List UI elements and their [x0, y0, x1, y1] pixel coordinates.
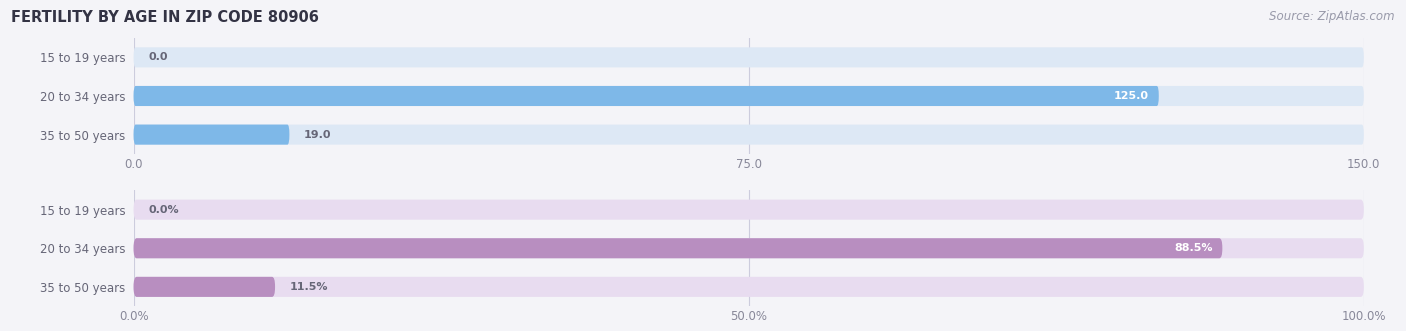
FancyBboxPatch shape	[134, 277, 276, 297]
FancyBboxPatch shape	[134, 47, 1364, 68]
Text: 19.0: 19.0	[304, 130, 332, 140]
FancyBboxPatch shape	[134, 124, 290, 145]
Text: Source: ZipAtlas.com: Source: ZipAtlas.com	[1270, 10, 1395, 23]
FancyBboxPatch shape	[134, 86, 1159, 106]
FancyBboxPatch shape	[134, 238, 1222, 258]
Text: 0.0: 0.0	[149, 52, 167, 62]
FancyBboxPatch shape	[134, 277, 1364, 297]
FancyBboxPatch shape	[134, 86, 1364, 106]
Text: FERTILITY BY AGE IN ZIP CODE 80906: FERTILITY BY AGE IN ZIP CODE 80906	[11, 10, 319, 25]
Text: 125.0: 125.0	[1114, 91, 1149, 101]
FancyBboxPatch shape	[134, 124, 1364, 145]
FancyBboxPatch shape	[134, 200, 1364, 220]
Text: 0.0%: 0.0%	[149, 205, 179, 214]
FancyBboxPatch shape	[134, 238, 1364, 258]
Text: 88.5%: 88.5%	[1174, 243, 1212, 253]
Text: 11.5%: 11.5%	[290, 282, 329, 292]
